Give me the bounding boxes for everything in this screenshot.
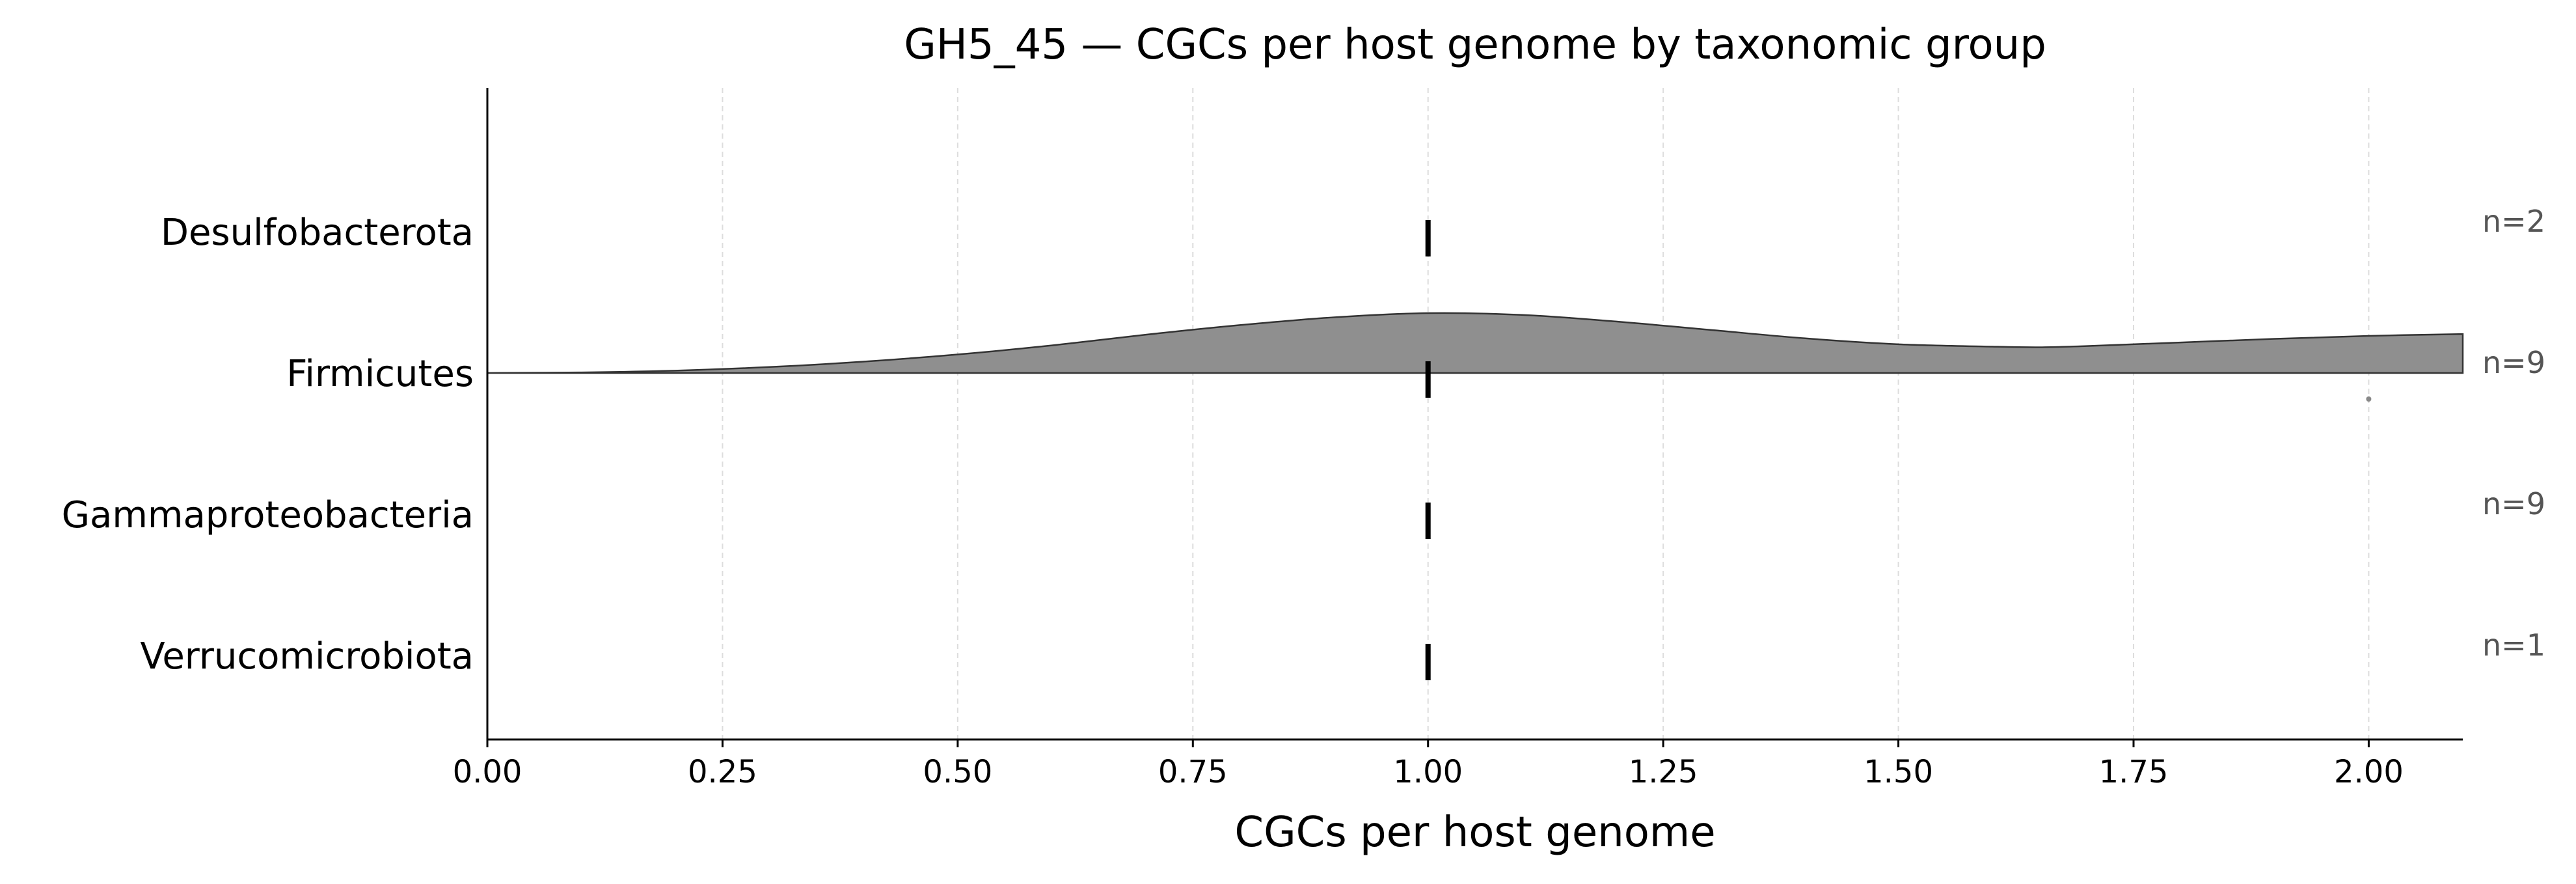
density-ridge-firmicutes: [487, 312, 2464, 374]
sample-size-label: n=9: [2482, 345, 2545, 380]
outlier-point: [2366, 396, 2372, 402]
y-tick-label: Verrucomicrobiota: [140, 635, 474, 678]
x-tick-label: 1.00: [1393, 754, 1463, 790]
x-tick-label: 0.00: [453, 754, 522, 790]
sample-size-labels: n=2 n=9 n=9 n=1: [2482, 204, 2545, 663]
x-axis-label: CGCs per host genome: [1234, 808, 1715, 857]
y-tick-labels: Desulfobacterota Firmicutes Gammaproteobac…: [62, 212, 474, 678]
sample-size-label: n=2: [2482, 204, 2545, 239]
x-tick-label: 1.75: [2099, 754, 2169, 790]
x-tick-label: 0.50: [923, 754, 992, 790]
axes: [486, 88, 2463, 741]
y-tick-label: Desulfobacterota: [161, 212, 474, 254]
x-tick-label: 0.75: [1158, 754, 1228, 790]
y-tick-label: Gammaproteobacteria: [62, 494, 474, 536]
y-tick-label: Firmicutes: [286, 353, 474, 395]
x-tick-label: 1.50: [1864, 754, 1933, 790]
x-tick-label: 2.00: [2334, 754, 2404, 790]
chart-title: GH5_45 — CGCs per host genome by taxonom…: [904, 21, 2046, 69]
gridlines: [722, 88, 2370, 739]
density-ridges: [487, 312, 2464, 402]
sample-size-label: n=1: [2482, 628, 2545, 663]
x-tick-label: 1.25: [1629, 754, 1698, 790]
sample-size-label: n=9: [2482, 486, 2545, 521]
x-tick-label: 0.25: [688, 754, 757, 790]
x-tick-labels: 0.00 0.25 0.50 0.75 1.00 1.25 1.50 1.75 2.00: [453, 739, 2404, 790]
